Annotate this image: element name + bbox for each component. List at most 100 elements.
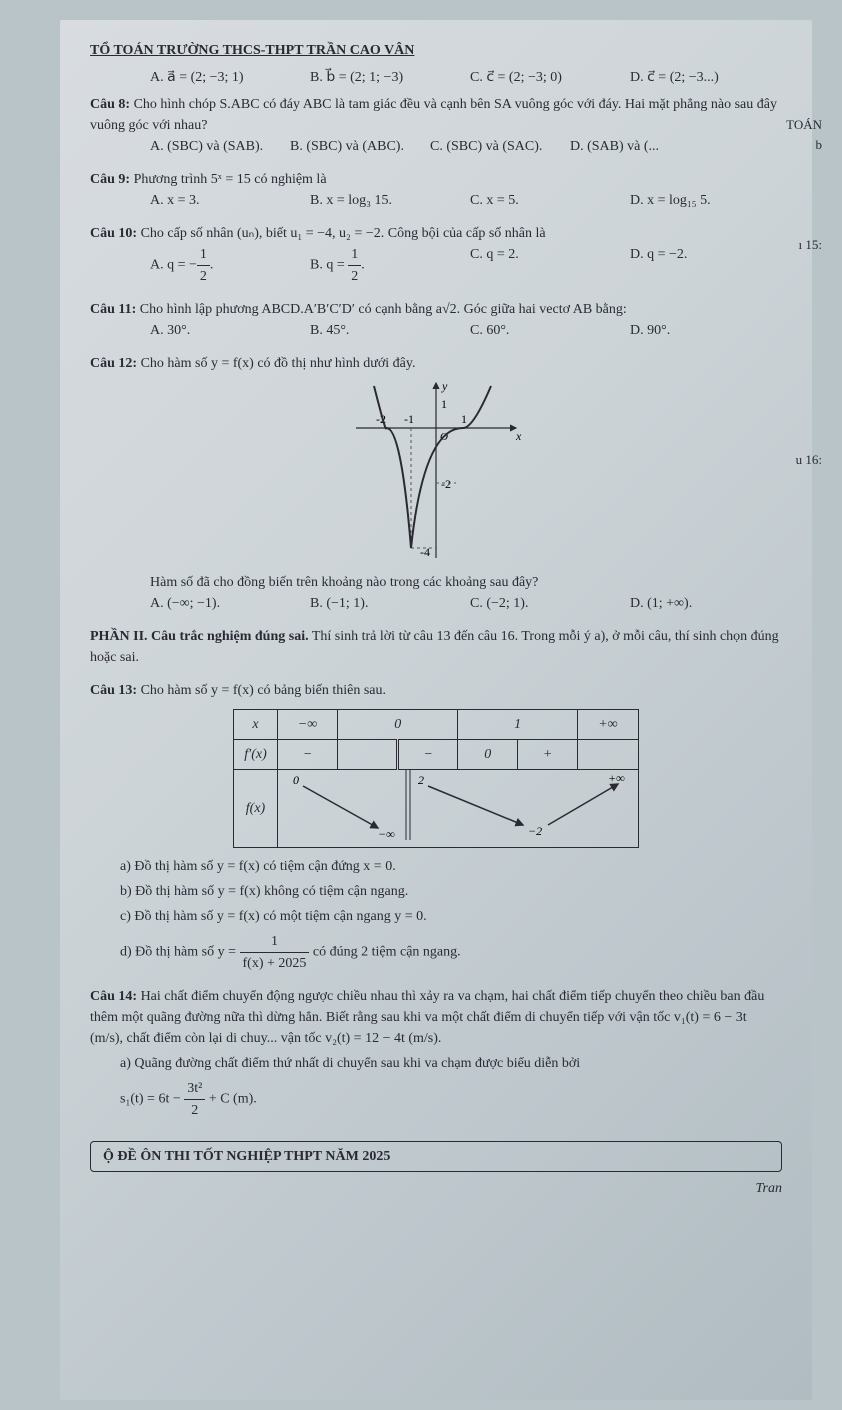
q9-choice-a: A. x = 3. [150, 190, 270, 211]
q10-b-post: . [361, 258, 365, 273]
side-label-b: b [816, 135, 823, 155]
part2-title: PHẦN II. Câu trắc nghiệm đúng sai. [90, 629, 309, 644]
q11-choice-c: C. 60°. [470, 320, 590, 341]
bbt-fp-gap [338, 740, 398, 770]
page-header: TỔ TOÁN TRƯỜNG THCS-THPT TRẦN CAO VÂN [90, 40, 782, 61]
q11-text: Cho hình lập phương ABCD.A′B′C′D′ có cạn… [140, 302, 627, 317]
bbt-x-neginf: −∞ [277, 710, 338, 740]
q13-c: c) Đồ thị hàm số y = f(x) có một tiệm cậ… [120, 906, 782, 927]
q10-a-den: 2 [197, 266, 210, 287]
q10-choice-c: C. q = 2. [470, 244, 590, 287]
q13-d: d) Đồ thị hàm số y = 1f(x) + 2025 có đún… [120, 931, 782, 974]
q11-label: Câu 11: [90, 302, 136, 317]
graph-y-tick-1: 1 [441, 397, 447, 411]
graph-x-tick-1: 1 [461, 412, 467, 426]
q7-choices: A. a⃗ = (2; −3; 1) B. b⃗ = (2; 1; −3) C.… [150, 67, 782, 88]
q10-b-den: 2 [348, 266, 361, 287]
q10-label: Câu 10: [90, 226, 137, 241]
part2-header: PHẦN II. Câu trắc nghiệm đúng sai. Thí s… [90, 626, 782, 668]
bbt-arrows: 0 −∞ 2 −2 +∞ [278, 770, 638, 840]
q13-a: a) Đồ thị hàm số y = f(x) có tiệm cận đứ… [120, 856, 782, 877]
q12-label: Câu 12: [90, 356, 137, 371]
bbt-x-posinf: +∞ [578, 710, 639, 740]
q10-a-pre: A. q = − [150, 258, 197, 273]
q10-choice-b: B. q = 12. [310, 244, 430, 287]
graph-x-tick-neg1: -1 [404, 412, 414, 426]
q9-choice-c: C. x = 5. [470, 190, 590, 211]
bbt-row-fp: f′(x) [234, 740, 278, 770]
graph-y-tick-neg2: -2 [441, 477, 451, 491]
svg-text:−2: −2 [528, 824, 542, 838]
q10-choice-a: A. q = −12. [150, 244, 270, 287]
svg-text:2: 2 [418, 773, 424, 787]
q7-choice-d: D. c⃗ = (2; −3...) [630, 67, 750, 88]
q11-choice-a: A. 30°. [150, 320, 270, 341]
graph-x-label: x [515, 429, 522, 443]
side-label-16: u 16: [796, 450, 822, 470]
q9-choice-b: B. x = log₃ 15. [310, 190, 430, 211]
q13-d-den: f(x) + 2025 [240, 953, 310, 974]
bbt-fp-zero: 0 [458, 740, 518, 770]
q12-choice-b: B. (−1; 1). [310, 593, 430, 614]
q11-choice-b: B. 45°. [310, 320, 430, 341]
q12-text: Cho hàm số y = f(x) có đồ thị như hình d… [141, 356, 416, 371]
q7-choice-b: B. b⃗ = (2; 1; −3) [310, 67, 430, 88]
q7-choice-a: A. a⃗ = (2; −3; 1) [150, 67, 270, 88]
footer-title: Ộ ĐỀ ÔN THI TỐT NGHIỆP THPT NĂM 2025 [90, 1141, 782, 1172]
variation-table: x −∞ 0 1 +∞ f′(x) − − 0 + f(x) [233, 709, 639, 848]
q14-text: Hai chất điểm chuyển động ngược chiều nh… [90, 989, 764, 1046]
svg-text:0: 0 [293, 773, 299, 787]
q11-choice-d: D. 90°. [630, 320, 750, 341]
function-graph: -2 -1 1 1 -2 -4 x y O [346, 378, 526, 568]
q14-s1: s₁(t) = 6t − 3t²2 + C (m). [120, 1078, 782, 1121]
svg-text:−∞: −∞ [378, 827, 395, 840]
graph-y-tick-neg4: -4 [420, 545, 430, 559]
question-9: Câu 9: Phương trình 5ˣ = 15 có nghiệm là… [90, 169, 782, 211]
q7-choice-c: C. c⃗ = (2; −3; 0) [470, 67, 590, 88]
q13-d-post: có đúng 2 tiệm cận ngang. [309, 945, 460, 960]
q14-label: Câu 14: [90, 989, 137, 1004]
bbt-row-x: x [234, 710, 278, 740]
question-13: Câu 13: Cho hàm số y = f(x) có bảng biến… [90, 680, 782, 974]
bbt-x-0: 0 [338, 710, 458, 740]
q10-a-post: . [210, 258, 214, 273]
page-trang: Tran [90, 1178, 782, 1199]
q12-text2: Hàm số đã cho đồng biến trên khoảng nào … [150, 572, 782, 593]
side-label-toan: TOÁN [786, 115, 822, 135]
question-11: Câu 11: Cho hình lập phương ABCD.A′B′C′D… [90, 299, 782, 341]
q9-label: Câu 9: [90, 172, 130, 187]
q12-choice-c: C. (−2; 1). [470, 593, 590, 614]
bbt-row-f: f(x) [234, 770, 278, 848]
bbt-fp-1: − [277, 740, 338, 770]
graph-curve-main [374, 386, 491, 548]
q8-choice-d: D. (SAB) và (... [570, 136, 690, 157]
q10-b-num: 1 [348, 244, 361, 266]
q8-text: Cho hình chóp S.ABC có đáy ABC là tam gi… [90, 97, 777, 133]
bbt-fp-3: + [518, 740, 578, 770]
q8-choice-a: A. (SBC) và (SAB). [150, 136, 270, 157]
q13-d-pre: d) Đồ thị hàm số y = [120, 945, 240, 960]
q10-choice-d: D. q = −2. [630, 244, 750, 287]
q14-s1-post: + C (m). [205, 1092, 256, 1107]
question-14: Câu 14: Hai chất điểm chuyển động ngược … [90, 986, 782, 1121]
q14-s1-num: 3t² [184, 1078, 205, 1100]
q10-text: Cho cấp số nhân (uₙ), biết u₁ = −4, u₂ =… [141, 226, 546, 241]
q14-s1-den: 2 [184, 1100, 205, 1121]
bbt-fp-2: − [398, 740, 458, 770]
q9-choice-d: D. x = log₁₅ 5. [630, 190, 750, 211]
question-8: Câu 8: Cho hình chóp S.ABC có đáy ABC là… [90, 94, 782, 157]
q13-label: Câu 13: [90, 683, 137, 698]
svg-text:+∞: +∞ [608, 771, 625, 785]
q12-choice-d: D. (1; +∞). [630, 593, 750, 614]
q14-a: a) Quãng đường chất điểm thứ nhất di chu… [120, 1053, 782, 1074]
side-label-15: ı 15: [799, 235, 822, 255]
q14-s1-pre: s₁(t) = 6t − [120, 1092, 184, 1107]
question-10: Câu 10: Cho cấp số nhân (uₙ), biết u₁ = … [90, 223, 782, 287]
q8-choice-c: C. (SBC) và (SAC). [430, 136, 550, 157]
graph-y-label: y [441, 379, 448, 393]
q10-b-pre: B. q = [310, 258, 348, 273]
q10-a-num: 1 [197, 244, 210, 266]
q13-text: Cho hàm số y = f(x) có bảng biến thiên s… [141, 683, 386, 698]
q13-d-num: 1 [240, 931, 310, 953]
q12-choice-a: A. (−∞; −1). [150, 593, 270, 614]
